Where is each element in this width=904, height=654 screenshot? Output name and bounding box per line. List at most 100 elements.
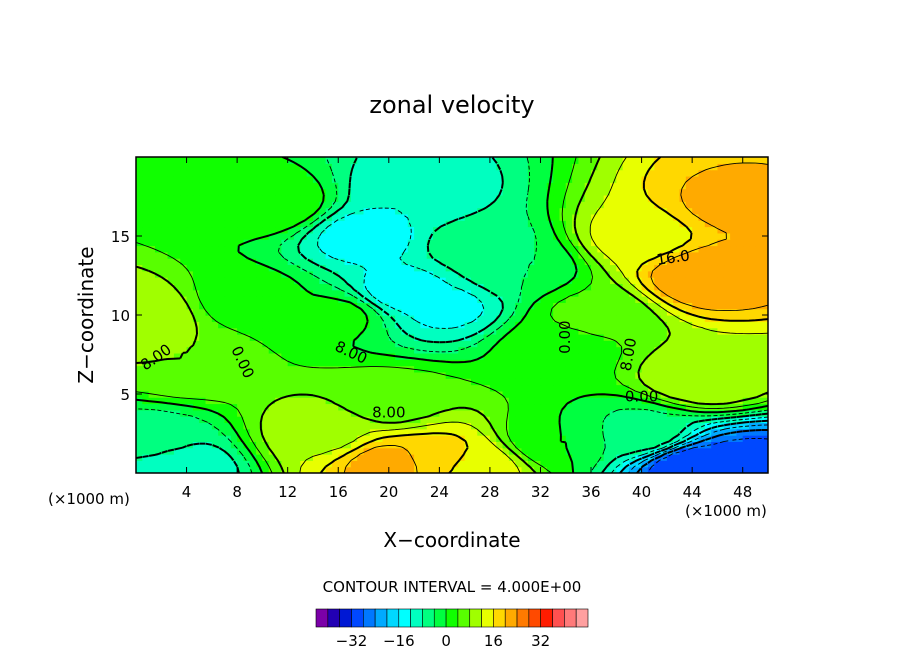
field-cell: [243, 422, 251, 430]
field-cell: [211, 428, 219, 436]
field-cell: [603, 289, 611, 297]
field-cell: [508, 302, 516, 310]
field-cell: [761, 371, 768, 379]
field-cell: [666, 220, 674, 228]
field-cell: [312, 447, 320, 455]
field-cell: [180, 277, 188, 284]
field-cell: [470, 258, 478, 266]
field-cell: [173, 289, 181, 297]
field-cell: [742, 403, 750, 411]
field-cell: [161, 232, 169, 240]
field-cell: [635, 207, 643, 215]
field-cell: [376, 163, 384, 171]
field-cell: [521, 390, 529, 398]
field-cell: [666, 277, 674, 284]
field-cell: [647, 315, 655, 322]
field-cell: [534, 182, 542, 190]
field-cell: [610, 428, 617, 436]
field-cell: [192, 447, 200, 455]
field-cell: [382, 359, 390, 367]
field-cell: [521, 466, 529, 473]
field-cell: [540, 169, 548, 177]
field-cell: [521, 245, 529, 253]
field-cell: [331, 289, 339, 297]
field-cell: [306, 201, 314, 209]
field-cell: [426, 245, 434, 253]
field-cell: [698, 403, 706, 411]
field-cell: [464, 264, 472, 272]
field-cell: [338, 409, 346, 417]
field-cell: [534, 232, 542, 240]
field-cell: [382, 175, 390, 183]
field-cell: [180, 207, 188, 215]
field-cell: [641, 194, 649, 202]
field-cell: [698, 359, 706, 367]
field-cell: [414, 454, 421, 461]
field-cell: [382, 270, 390, 278]
field-cell: [256, 315, 263, 322]
field-cell: [458, 447, 466, 455]
field-cell: [306, 409, 314, 417]
field-cell: [622, 384, 630, 392]
field-cell: [148, 340, 156, 348]
field-cell: [281, 321, 289, 329]
field-cell: [464, 220, 472, 228]
field-cell: [325, 157, 333, 164]
field-cell: [224, 422, 232, 430]
field-cell: [376, 188, 384, 196]
field-cell: [578, 409, 586, 417]
field-cell: [180, 359, 188, 367]
field-cell: [224, 270, 232, 278]
field-cell: [388, 213, 396, 221]
field-cell: [540, 251, 548, 259]
field-cell: [742, 384, 750, 392]
field-cell: [205, 447, 213, 455]
field-cell: [698, 390, 706, 398]
field-cell: [559, 232, 567, 240]
field-cell: [610, 384, 617, 392]
field-cell: [628, 220, 636, 228]
field-cell: [205, 346, 213, 354]
field-cell: [445, 194, 453, 202]
field-cell: [553, 213, 561, 221]
field-cell: [692, 232, 700, 240]
field-cell: [698, 422, 706, 430]
field-cell: [376, 447, 384, 455]
field-cell: [572, 371, 579, 379]
field-cell: [180, 163, 188, 171]
field-cell: [262, 435, 270, 442]
field-cell: [256, 264, 263, 272]
field-cell: [256, 296, 263, 303]
field-cell: [350, 207, 358, 215]
field-cell: [243, 226, 251, 234]
field-cell: [382, 409, 390, 417]
field-cell: [331, 175, 339, 183]
field-cell: [199, 163, 207, 171]
field-cell: [452, 251, 459, 259]
field-cell: [287, 169, 295, 177]
field-cell: [401, 194, 409, 202]
field-cell: [654, 239, 662, 247]
field-cell: [458, 466, 466, 473]
field-cell: [136, 169, 143, 177]
field-cell: [426, 390, 434, 398]
field-cell: [294, 416, 301, 424]
field-cell: [540, 422, 548, 430]
field-cell: [749, 327, 756, 335]
field-cell: [319, 454, 327, 461]
field-cell: [755, 428, 763, 436]
field-cell: [641, 220, 649, 228]
field-cell: [458, 397, 466, 405]
field-cell: [540, 447, 548, 455]
field-cell: [294, 352, 301, 360]
field-cell: [635, 390, 643, 398]
field-cell: [407, 296, 415, 303]
field-cell: [300, 428, 308, 436]
field-cell: [654, 251, 662, 259]
field-cell: [148, 277, 156, 284]
field-cell: [730, 390, 737, 398]
field-cell: [452, 258, 459, 266]
field-cell: [287, 454, 295, 461]
field-cell: [218, 220, 226, 228]
field-cell: [262, 384, 270, 392]
